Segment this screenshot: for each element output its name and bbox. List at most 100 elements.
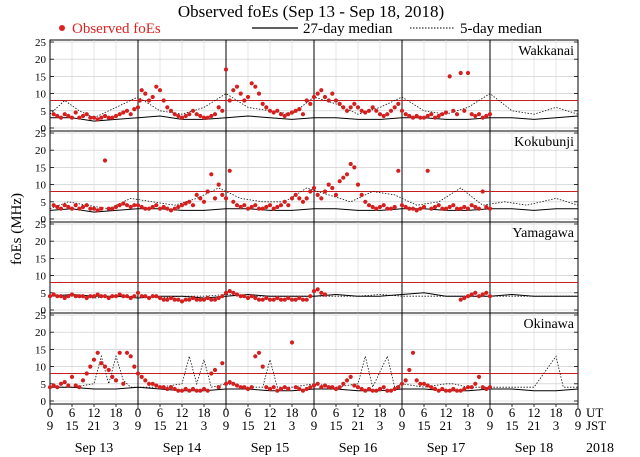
observed-point [253, 354, 258, 359]
observed-point [260, 206, 265, 211]
ut-tick-label: 0 [487, 405, 494, 420]
observed-point [137, 98, 142, 103]
observed-point [330, 385, 335, 390]
observed-point [143, 294, 148, 299]
observed-point [190, 203, 196, 208]
observed-point [297, 386, 302, 392]
observed-point [308, 101, 313, 106]
observed-point [443, 388, 449, 393]
observed-point [308, 189, 313, 194]
jst-tick-label: 9 [223, 418, 230, 433]
observed-point [223, 196, 229, 201]
observed-point [168, 108, 174, 113]
observed-point [102, 158, 108, 163]
observed-point [146, 206, 152, 211]
jst-tick-label: 15 [418, 418, 431, 433]
observed-point [440, 206, 445, 211]
observed-point [385, 112, 390, 117]
observed-point [124, 108, 130, 113]
observed-point [58, 115, 64, 120]
observed-point [47, 385, 53, 390]
observed-point [135, 105, 141, 110]
observed-point [418, 115, 423, 120]
station-label: Wakkanai [518, 44, 574, 59]
observed-point [440, 386, 445, 392]
legend-observed-marker [59, 25, 65, 31]
observed-point [289, 110, 295, 115]
observed-point [436, 113, 441, 119]
observed-point [88, 206, 93, 211]
jst-tick-label: 9 [47, 418, 54, 433]
panel-kokubunji: 0 5 10 15 20 25 Kokubunji [35, 128, 579, 226]
observed-point [242, 98, 247, 103]
observed-point [231, 290, 236, 295]
observed-point [132, 107, 137, 112]
observed-point [110, 115, 115, 120]
observed-point [55, 385, 60, 390]
observed-point [286, 295, 291, 301]
observed-point [187, 297, 192, 302]
observed-point [352, 383, 357, 388]
observed-point [227, 289, 232, 294]
observed-point [407, 367, 412, 373]
ut-tick-label: 6 [157, 405, 164, 420]
jst-tick-label: 9 [487, 418, 494, 433]
observed-point [139, 294, 144, 299]
observed-point [253, 295, 258, 301]
observed-point [209, 297, 214, 302]
observed-point [359, 386, 364, 392]
observed-point [128, 112, 133, 117]
observed-point [220, 108, 225, 113]
jst-tick-label: 3 [465, 418, 472, 433]
observed-point [319, 196, 324, 201]
legend: Observed foEs 27-day median 5-day median [59, 21, 543, 37]
observed-point [374, 108, 379, 113]
observed-point [319, 290, 324, 295]
observed-point [179, 388, 185, 393]
date-label: Sep 13 [75, 441, 114, 456]
observed-point [187, 199, 192, 204]
observed-point [245, 94, 251, 100]
observed-point [337, 385, 342, 390]
observed-point [256, 91, 262, 96]
observed-point [212, 297, 218, 302]
observed-point [113, 294, 119, 299]
observed-point [176, 204, 181, 210]
observed-point [414, 378, 419, 383]
observed-point [234, 292, 240, 297]
observed-point [311, 185, 317, 191]
ut-tick-label: 6 [421, 405, 428, 420]
observed-point [289, 196, 295, 201]
y-tick-label: 5 [41, 379, 47, 391]
observed-point [286, 203, 291, 208]
y-tick-label: 10 [35, 271, 47, 283]
observed-point [80, 294, 86, 299]
observed-point [249, 204, 254, 210]
jst-tick-label: 15 [506, 418, 519, 433]
jst-tick-label: 15 [66, 418, 79, 433]
observed-point [88, 364, 93, 369]
observed-point [154, 84, 159, 89]
observed-point [154, 383, 159, 388]
ut-tick-label: 0 [223, 405, 230, 420]
y-tick-label: 0 [41, 396, 47, 408]
observed-point [253, 84, 258, 89]
observed-point [95, 350, 100, 355]
observed-point [201, 115, 207, 120]
observed-point [51, 112, 56, 117]
y-tick-label: 15 [35, 71, 47, 83]
observed-point [73, 203, 78, 208]
observed-point [359, 108, 364, 113]
observed-point [476, 294, 482, 299]
observed-point [282, 199, 287, 204]
observed-point [359, 192, 364, 197]
observed-point [399, 203, 405, 208]
observed-point [55, 113, 60, 119]
observed-point [216, 295, 221, 301]
observed-point [454, 388, 460, 393]
observed-point [473, 113, 478, 119]
ut-tick-label: 12 [176, 405, 189, 420]
observed-point [315, 91, 320, 96]
observed-point [176, 388, 181, 393]
observed-point [249, 385, 254, 390]
